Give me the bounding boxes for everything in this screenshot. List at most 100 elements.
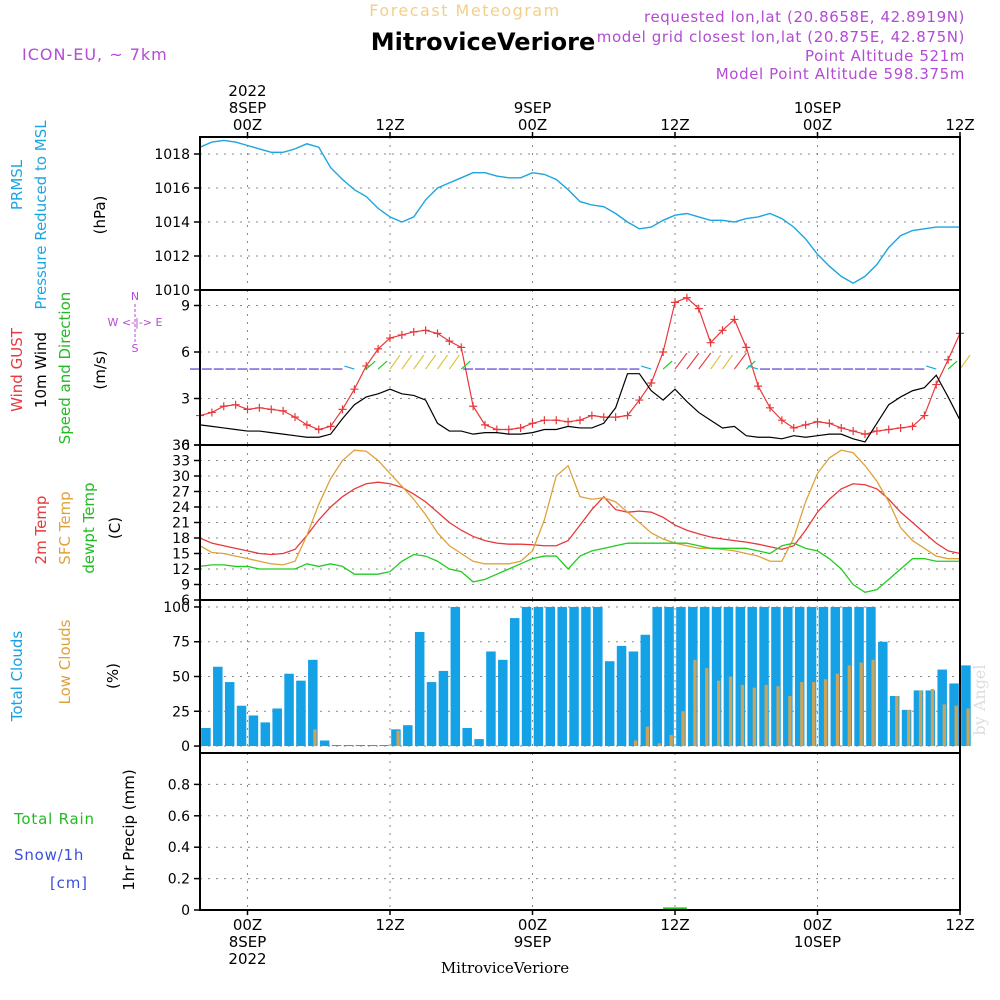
panel-frame: [199, 752, 961, 911]
low-cloud-bar: [823, 679, 828, 747]
y-tick-label: 0.2: [168, 872, 190, 888]
y-tick-label: 0: [181, 903, 190, 919]
gust-marker: [623, 411, 632, 420]
temp-2m-line: [199, 481, 961, 556]
gust-marker: [504, 425, 513, 434]
wind-speed-line: [199, 373, 961, 443]
wind-direction-arrow: [722, 354, 733, 370]
total-cloud-bar: [343, 745, 354, 747]
total-cloud-bar: [937, 669, 947, 747]
pressure-labels: PRMSL Pressure Reduced to MSL (hPa): [8, 120, 109, 310]
total-cloud-bar: [438, 670, 449, 747]
y-tick-label: 1014: [154, 215, 190, 231]
y-tick-label: 30: [172, 469, 190, 485]
total-cloud-bar: [866, 606, 876, 747]
wind-direction-arrow: [947, 360, 958, 370]
gust-marker: [694, 304, 703, 313]
gust-marker: [314, 425, 323, 434]
gust-marker: [576, 416, 584, 425]
wind-direction-arrow: [747, 365, 759, 370]
total-cloud-bar: [759, 606, 769, 747]
gust-marker: [884, 425, 893, 434]
y-tick-label: 75: [172, 635, 190, 651]
total-cloud-bar: [581, 606, 591, 747]
gust-marker: [825, 419, 834, 428]
low-cloud-bar: [681, 711, 685, 747]
y-tick-label: 24: [172, 500, 190, 516]
gust-marker: [766, 403, 774, 412]
total-cloud-bar: [806, 606, 817, 747]
panel-4: 0 0.2 0.4 0.6 0.8: [168, 753, 961, 919]
top-time-label: 12Z: [375, 116, 404, 134]
total-cloud-bar: [296, 680, 306, 747]
total-cloud-bar: [878, 641, 888, 747]
bottom-time-label: 00Z: [518, 916, 547, 934]
low-cloud-bar: [835, 673, 840, 747]
top-time-label: 9SEP: [514, 99, 552, 117]
total-cloud-bar: [616, 645, 627, 747]
gust-marker: [516, 423, 525, 432]
wind-gust-label: Wind GUST: [8, 327, 26, 412]
total-cloud-bar: [498, 659, 508, 747]
gust-marker: [564, 417, 573, 426]
total-cloud-bar: [236, 705, 247, 747]
wind-labels: Wind GUST 10m Wind Speed and Direction (…: [8, 290, 162, 444]
gust-marker: [291, 413, 299, 422]
app-title: Forecast Meteogram: [369, 1, 560, 20]
total-cloud-bar: [379, 745, 389, 747]
gust-marker: [599, 413, 608, 422]
model-altitude: Model Point Altitude 598.375m: [716, 65, 965, 83]
rain-bar: [675, 907, 687, 910]
low-cloud-bar: [693, 659, 697, 747]
gust-marker: [267, 405, 276, 414]
gust-marker: [421, 326, 430, 335]
total-cloud-bar: [319, 740, 330, 747]
y-tick-label: 0.6: [168, 809, 190, 825]
gust-marker: [231, 400, 240, 409]
gust-marker: [338, 405, 347, 414]
gust-marker: [445, 337, 454, 346]
total-cloud-bar: [272, 708, 282, 747]
total-cloud-bar: [676, 606, 686, 747]
panel-0: 1010 1012 1014 1016 1018: [154, 137, 961, 299]
total-cloud-bar: [284, 673, 294, 747]
gust-marker: [374, 344, 383, 353]
low-cloud-bar: [812, 682, 816, 747]
low-cloud-bar: [847, 665, 851, 747]
wind-direction-arrow: [425, 354, 437, 370]
low-cloud-bar: [633, 740, 638, 747]
wind-10m-label: 10m Wind: [32, 332, 50, 408]
gust-marker: [326, 422, 335, 431]
wind-dir-label: Speed and Direction: [56, 292, 74, 445]
wind-direction-arrow: [448, 354, 460, 370]
total-cloud-bar: [723, 606, 734, 747]
compass-s: S: [132, 342, 139, 355]
low-cloud-bar: [396, 730, 400, 747]
wind-direction-arrow: [959, 354, 971, 370]
temp-sfc-label: SFC Temp: [56, 491, 74, 564]
gust-marker: [255, 403, 264, 412]
cloud-labels: Total Clouds Low Clouds (%): [8, 619, 122, 722]
gust-marker: [469, 402, 478, 411]
gust-marker: [350, 385, 359, 394]
low-cloud-bar: [954, 705, 958, 747]
low-cloud-bar: [752, 687, 756, 747]
gust-marker: [944, 355, 953, 364]
low-cloud-bar: [918, 690, 923, 747]
total-cloud-bar: [331, 745, 342, 747]
y-tick-label: 9: [181, 578, 190, 594]
precip-labels: Total Rain Snow/1h [cm] 1hr Precip (mm): [13, 769, 138, 892]
gust-marker: [279, 406, 288, 415]
wind-direction-arrow: [437, 354, 448, 370]
low-cloud-bar: [717, 680, 721, 747]
pressure-main-label: Pressure Reduced to MSL: [32, 120, 50, 310]
low-cloud-bar: [764, 684, 768, 747]
bottom-time-label: 8SEP: [229, 933, 267, 951]
wind-direction-arrow: [413, 354, 425, 370]
wind-direction-arrow: [377, 360, 388, 370]
wind-direction-arrow: [926, 365, 937, 370]
total-cloud-bar: [486, 651, 496, 747]
rain-bar: [663, 907, 675, 910]
y-tick-label: 33: [172, 454, 190, 470]
